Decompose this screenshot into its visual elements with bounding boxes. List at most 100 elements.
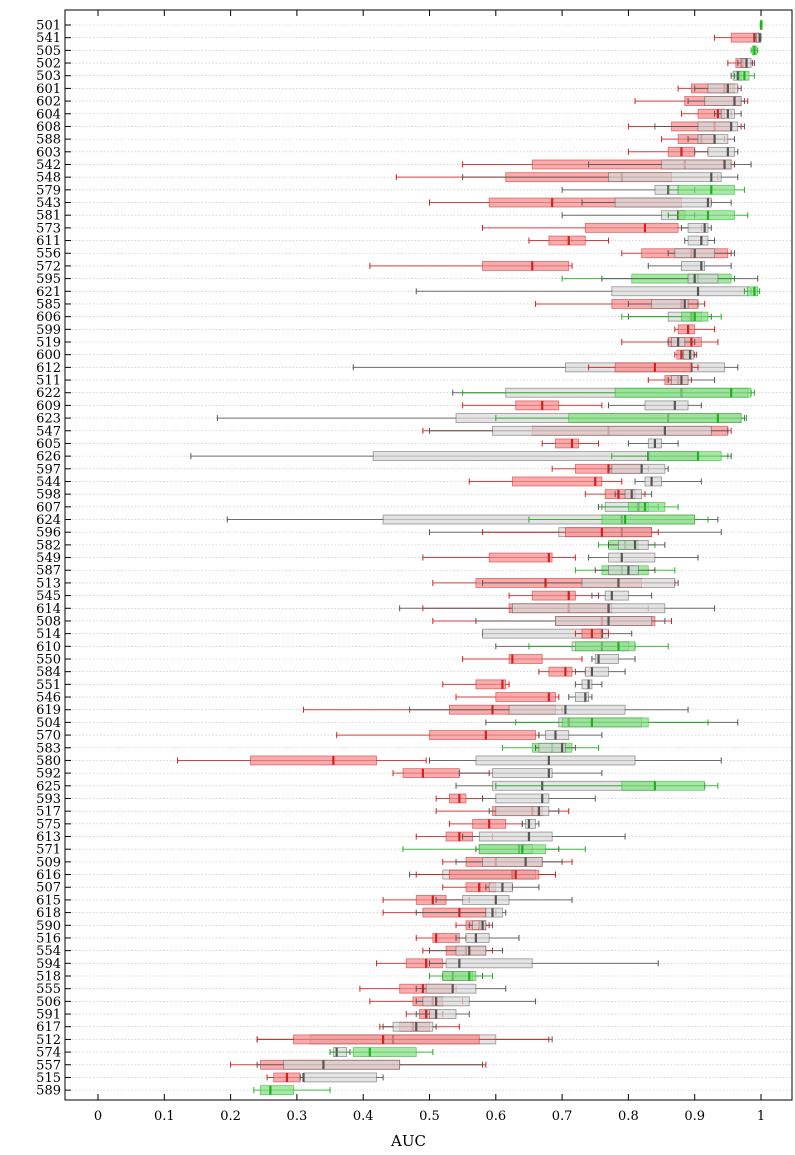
box-red [442,679,510,690]
x-tick-label: 0.7 [552,1109,573,1124]
box-gray [415,996,537,1007]
iqr-box [565,527,653,538]
box-gray [654,121,745,132]
box-gray [458,768,603,779]
box-red [482,527,659,538]
y-tick-label: 570 [36,729,61,744]
y-tick-label: 541 [36,31,61,46]
iqr-box [475,679,507,690]
box-green [601,501,679,512]
y-tick-label: 599 [36,323,61,338]
box-red [435,793,484,804]
box-gray [299,1072,384,1083]
iqr-box [488,882,513,893]
box-red [528,235,610,246]
iqr-box [488,552,553,563]
box-gray [601,273,759,284]
box-red [462,400,603,411]
y-tick-label: 582 [36,538,61,553]
iqr-box [475,755,636,766]
iqr-box [531,590,576,601]
iqr-box [568,413,742,423]
iqr-box [545,730,570,740]
iqr-box [548,666,573,677]
box-gray [574,679,603,690]
x-tick-label: 0 [94,1109,102,1124]
y-tick-label: 548 [36,171,61,186]
box-gray [694,146,739,157]
iqr-box [621,780,706,791]
box-gray [588,552,699,563]
box-gray [429,425,729,436]
y-tick-label: 584 [36,665,61,680]
iqr-box [511,603,666,614]
box-green [329,1047,434,1057]
y-tick-label: 502 [36,57,61,72]
iqr-box [293,1034,480,1045]
y-tick-label: 518 [36,970,61,985]
box-gray [462,831,626,842]
iqr-box [671,375,689,385]
iqr-box [472,920,487,931]
y-tick-label: 549 [36,551,61,566]
box-green [495,780,719,791]
iqr-box [574,641,636,652]
iqr-box [581,578,676,588]
box-red [674,324,716,335]
iqr-box [448,869,540,880]
y-tick-label: 614 [36,602,61,617]
y-tick-label: 616 [36,868,61,883]
axis-layer [64,9,793,1101]
box-red [369,261,573,271]
box-gray [462,172,739,183]
y-tick-label: 622 [36,386,61,401]
box-gray [429,945,503,956]
y-tick-label: 615 [36,893,61,908]
iqr-box [260,1085,294,1096]
y-tick-label: 601 [36,82,61,97]
y-tick-label: 583 [36,741,61,756]
box-gray [680,349,698,360]
iqr-box [495,692,556,702]
y-tick-label: 585 [36,297,61,312]
y-tick-label: 508 [36,614,61,629]
iqr-box [495,793,550,804]
box-red [455,692,560,702]
box-gray [647,261,732,271]
box-gray [382,1021,437,1032]
iqr-box [677,184,735,195]
iqr-box [661,159,732,170]
y-tick-label: 511 [36,374,61,389]
iqr-box [608,172,722,183]
y-tick-label: 575 [36,817,61,832]
box-green [253,1085,331,1096]
iqr-box [525,818,536,829]
iqr-box [604,590,629,601]
y-tick-label: 590 [36,919,61,934]
y-tick-label: 596 [36,526,61,541]
iqr-box [584,666,609,677]
iqr-box [478,844,546,855]
iqr-box [677,210,735,221]
box-gray [687,134,735,145]
plot-frame [64,9,793,1101]
y-tick-label: 545 [36,589,61,604]
iqr-box [651,299,689,309]
x-tick-label: 0.9 [684,1109,705,1124]
iqr-box [482,261,570,271]
box-gray [588,159,752,170]
box-gray [634,476,702,487]
box-gray [468,920,493,931]
iqr-box [697,134,729,145]
box-gray [485,882,540,893]
box-green [743,286,761,297]
iqr-box [601,514,696,525]
x-tick-label: 0.5 [419,1109,440,1124]
iqr-box [704,96,742,106]
y-tick-label: 514 [36,627,61,642]
y-tick-label: 598 [36,488,61,503]
box-gray [538,730,603,740]
iqr-box [515,400,560,411]
y-tick-label: 617 [36,1020,61,1035]
